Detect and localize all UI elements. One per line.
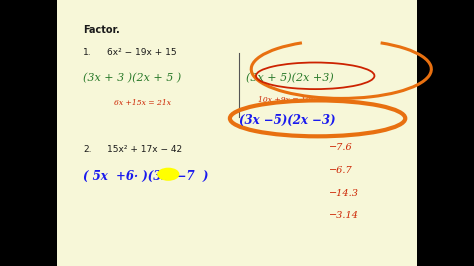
Text: 15x² + 17x − 42: 15x² + 17x − 42 — [107, 145, 182, 154]
Text: 6x² − 19x + 15: 6x² − 19x + 15 — [107, 48, 176, 57]
Text: (3x + 3 )(2x + 5 ): (3x + 3 )(2x + 5 ) — [83, 73, 181, 83]
Text: −6.7: −6.7 — [329, 166, 353, 175]
Text: 2.: 2. — [83, 145, 91, 154]
FancyBboxPatch shape — [57, 0, 417, 266]
Text: (3x −5)(2x −3): (3x −5)(2x −3) — [239, 114, 336, 127]
Text: −3.14: −3.14 — [329, 211, 359, 220]
Text: −14.3: −14.3 — [329, 189, 359, 198]
Text: 1.: 1. — [83, 48, 91, 57]
Circle shape — [158, 168, 179, 180]
Text: Factor.: Factor. — [83, 25, 120, 35]
Text: −7.6: −7.6 — [329, 143, 353, 152]
Text: 10x +9x = 19x: 10x +9x = 19x — [258, 96, 315, 105]
Text: 6x +15x = 21x: 6x +15x = 21x — [114, 99, 171, 107]
Text: ( 5x  +6· )(3x  −7  ): ( 5x +6· )(3x −7 ) — [83, 169, 209, 182]
Text: (3x + 5)(2x +3): (3x + 5)(2x +3) — [246, 73, 334, 83]
